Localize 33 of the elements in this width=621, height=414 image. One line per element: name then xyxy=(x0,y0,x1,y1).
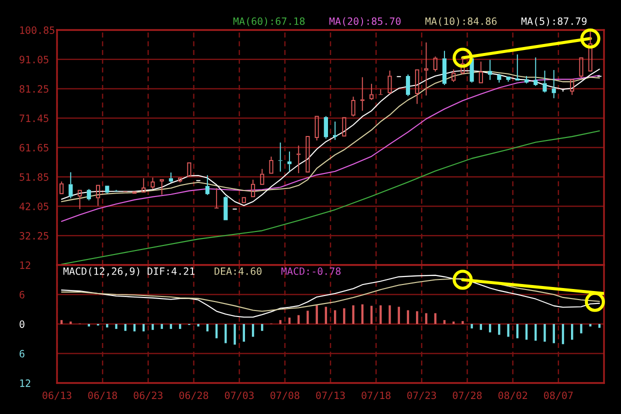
y-tick-label: 91.05 xyxy=(20,56,48,64)
text: MA(10):84.86 xyxy=(425,17,497,26)
x-tick-label: 08/02 xyxy=(498,392,528,400)
y-tick-label: 0 xyxy=(20,320,24,328)
x-tick-label: 07/23 xyxy=(407,392,436,400)
y-tick-label: 51.85 xyxy=(20,173,48,181)
text: MA(5):87.79 xyxy=(521,17,587,26)
y-tick-label: 6 xyxy=(20,350,24,358)
x-tick-label: 07/13 xyxy=(316,392,345,400)
x-tick-label: 06/13 xyxy=(42,392,72,400)
y-tick-label: 71.45 xyxy=(20,114,48,122)
x-tick-label: 08/07 xyxy=(544,392,573,400)
y-tick-label: 81.25 xyxy=(20,85,48,93)
y-tick-label: 42.05 xyxy=(20,202,48,210)
x-tick-label: 06/18 xyxy=(88,392,117,400)
y-tick-label: 6 xyxy=(20,290,24,298)
text: DIF:4.21 xyxy=(148,267,194,275)
chart-title: MACD(12,26,9) xyxy=(63,267,140,276)
x-tick-label: 07/28 xyxy=(452,392,482,400)
y-tick-label: 12 xyxy=(20,261,30,269)
text: MA(60):67.18 xyxy=(233,17,305,26)
x-tick-label: 07/03 xyxy=(224,392,254,400)
y-tick-label: 100.85 xyxy=(20,26,54,34)
y-tick-label: 12 xyxy=(20,379,30,387)
x-tick-label: 06/28 xyxy=(179,392,208,400)
y-tick-label: 61.65 xyxy=(20,144,48,152)
x-tick-label: 07/18 xyxy=(362,392,390,400)
y-tick-label: 32.25 xyxy=(20,232,48,240)
annotation: MACD:-0.78 xyxy=(281,267,341,275)
x-tick-label: 07/08 xyxy=(270,392,300,400)
text: MA(20):85.70 xyxy=(329,17,401,26)
x-tick-label: 06/23 xyxy=(134,392,162,400)
text: DEA:4.60 xyxy=(214,267,262,275)
